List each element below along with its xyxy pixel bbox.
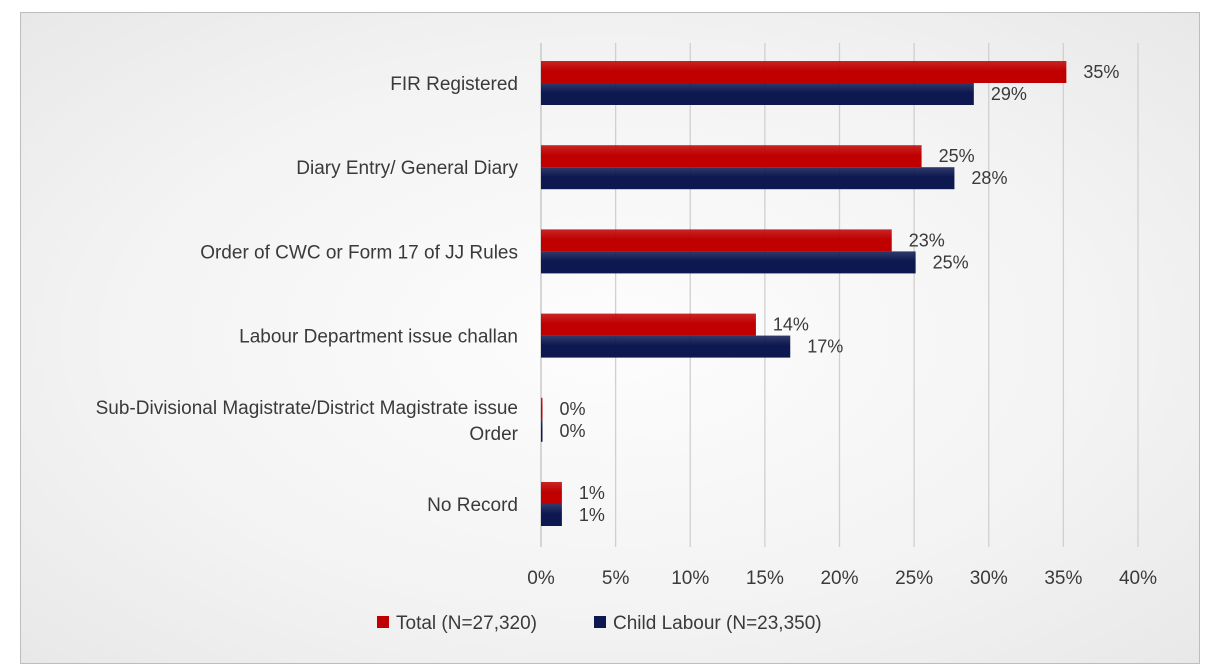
x-tick-label: 20% — [820, 568, 858, 589]
bar-child-labour — [541, 167, 955, 190]
data-label: 28% — [971, 168, 1007, 188]
data-label: 0% — [560, 421, 586, 441]
bar-child-labour — [541, 251, 916, 274]
x-tick-label: 30% — [970, 568, 1008, 589]
bar-total — [541, 61, 1067, 83]
x-tick-label: 15% — [746, 568, 784, 589]
x-tick-label: 0% — [527, 568, 555, 589]
category-label: Diary Entry/ General Diary — [296, 158, 518, 179]
legend-swatch-total — [377, 616, 389, 628]
x-tick-label: 5% — [602, 568, 630, 589]
bar-chart: 0% 5% 10% 15% 20% 25% 30% 35% 40% FIR Registered D… — [96, 43, 1157, 634]
data-label: 0% — [560, 399, 586, 419]
category-label: Sub-Divisional Magistrate/District Magis… — [96, 398, 518, 419]
category-label: No Record — [427, 495, 518, 516]
data-label: 1% — [579, 483, 605, 503]
data-label: 25% — [933, 252, 969, 272]
data-label: 23% — [909, 230, 945, 250]
legend-label-child-labour: Child Labour (N=23,350) — [613, 613, 822, 634]
category-label: FIR Registered — [390, 74, 518, 95]
x-tick-label: 25% — [895, 568, 933, 589]
legend-swatch-child-labour — [594, 616, 606, 628]
x-tick-label: 40% — [1119, 568, 1157, 589]
category-label: Order — [469, 424, 518, 445]
bar-child-labour — [541, 335, 791, 358]
data-label: 17% — [807, 337, 843, 357]
bar-total — [541, 397, 543, 420]
x-tick-label: 10% — [671, 568, 709, 589]
bar-total — [541, 313, 756, 336]
bar-child-labour — [541, 83, 974, 105]
data-label: 29% — [991, 84, 1027, 104]
data-label: 25% — [939, 146, 975, 166]
bar-child-labour — [541, 504, 562, 526]
bar-total — [541, 145, 922, 168]
bar-total — [541, 482, 562, 504]
bar-child-labour — [541, 419, 543, 442]
x-tick-label: 35% — [1044, 568, 1082, 589]
bar-total — [541, 229, 892, 252]
data-label: 35% — [1083, 62, 1119, 82]
legend-label-total: Total (N=27,320) — [396, 613, 537, 634]
category-label: Order of CWC or Form 17 of JJ Rules — [200, 242, 518, 263]
data-label: 14% — [773, 315, 809, 335]
data-label: 1% — [579, 505, 605, 525]
category-label: Labour Department issue challan — [239, 327, 518, 348]
chart-frame: 0% 5% 10% 15% 20% 25% 30% 35% 40% FIR Registered D… — [20, 12, 1200, 664]
